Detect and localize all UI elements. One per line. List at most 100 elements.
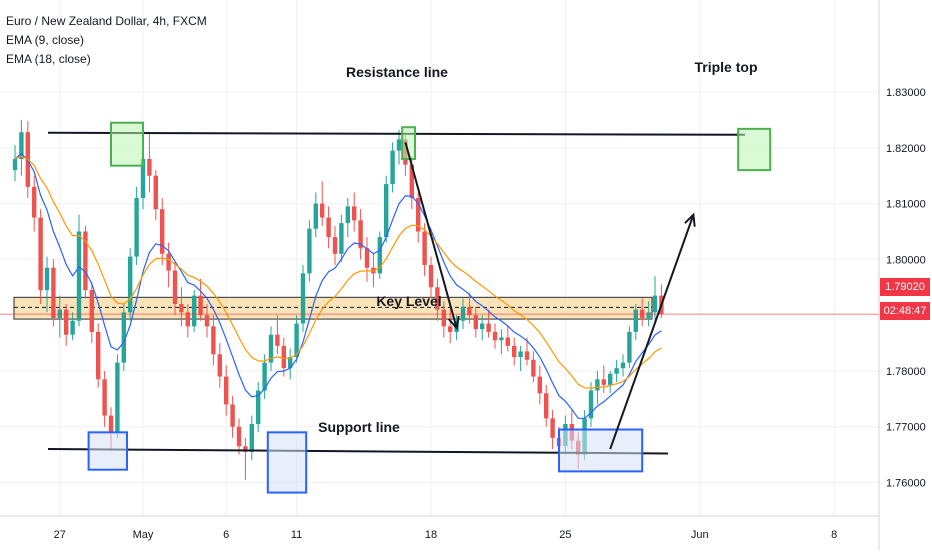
ema9-line xyxy=(14,152,662,419)
x-tick-label: 25 xyxy=(559,529,571,541)
candle-body xyxy=(153,175,158,210)
candle-body xyxy=(160,209,165,254)
candle-body xyxy=(102,379,107,416)
candle-body xyxy=(633,309,638,332)
candle-body xyxy=(486,323,491,332)
countdown-badge: 02:48:47 xyxy=(880,302,930,320)
candle-body xyxy=(268,334,274,363)
candle-body xyxy=(345,206,350,224)
candle-body xyxy=(505,337,510,346)
candle-body xyxy=(601,379,606,385)
candle-body xyxy=(448,326,453,332)
candle-body xyxy=(441,309,446,327)
last-price-badge: 1.79020 xyxy=(880,278,930,296)
candle-body xyxy=(128,256,133,313)
trend-arrow xyxy=(609,214,695,450)
candle-body xyxy=(134,198,139,257)
key-level-zone xyxy=(13,296,653,320)
candle-body xyxy=(595,379,600,391)
y-tick-label: 1.80000 xyxy=(886,254,926,266)
candle-body xyxy=(627,331,632,363)
x-tick-label: 8 xyxy=(831,529,837,541)
candle-body xyxy=(614,368,619,374)
candle-body xyxy=(524,351,530,360)
candle-body xyxy=(147,158,152,176)
candle-body xyxy=(332,237,338,254)
candle-body xyxy=(64,309,69,335)
candle-body xyxy=(44,267,50,291)
candle-body xyxy=(243,446,248,452)
support-box xyxy=(558,428,644,473)
candle-body xyxy=(288,357,293,369)
candle-body xyxy=(294,323,299,358)
trend-arrow xyxy=(404,141,458,329)
x-tick-label: 11 xyxy=(291,529,302,541)
key-level-label: Key Level xyxy=(376,293,441,309)
candle-body xyxy=(307,228,312,274)
candle-body xyxy=(262,362,267,391)
candle-body xyxy=(76,231,82,321)
candle-body xyxy=(224,376,229,405)
candle-body xyxy=(204,315,210,327)
candle-body xyxy=(51,267,56,318)
candle-body xyxy=(480,323,485,330)
candle-body xyxy=(166,253,171,271)
x-tick-label: May xyxy=(133,529,154,541)
resistance-box xyxy=(737,127,772,172)
y-tick-label: 1.83000 xyxy=(886,87,926,99)
symbol-title[interactable]: Euro / New Zealand Dollar, 4h, FXCM xyxy=(6,14,207,28)
y-tick-label: 1.78000 xyxy=(886,366,926,378)
candle-body xyxy=(646,312,651,318)
candle-body xyxy=(32,186,37,218)
candle-body xyxy=(467,306,472,316)
candle-body xyxy=(236,426,242,447)
candle-body xyxy=(384,184,389,238)
ema9-legend[interactable]: EMA (9, close) xyxy=(6,33,85,47)
candle-body xyxy=(326,217,331,238)
candle-body xyxy=(518,351,523,358)
candle-body xyxy=(108,415,114,433)
candle-body xyxy=(396,139,402,151)
candle-body xyxy=(531,359,536,377)
x-tick-label: Jun xyxy=(691,529,709,541)
candle-body xyxy=(416,198,421,232)
candle-body xyxy=(89,290,94,332)
candle-body xyxy=(70,320,75,335)
candle-body xyxy=(364,248,370,268)
candle-body xyxy=(409,164,414,199)
candle-body xyxy=(377,237,382,274)
resistance-box xyxy=(401,126,417,160)
ema18-legend[interactable]: EMA (18, close) xyxy=(6,52,91,66)
candle-body xyxy=(256,390,261,424)
y-tick-label: 1.82000 xyxy=(886,143,926,155)
candle-body xyxy=(192,295,197,327)
resistance-label: Resistance line xyxy=(346,64,448,80)
candle-body xyxy=(550,418,555,438)
resistance-line xyxy=(47,131,746,136)
candle-body xyxy=(313,203,318,229)
arrow-head xyxy=(447,316,460,331)
chart-legend: Euro / New Zealand Dollar, 4h, FXCM EMA … xyxy=(6,12,207,69)
x-tick-label: 18 xyxy=(425,529,437,541)
candle-body xyxy=(473,315,478,330)
candle-body xyxy=(172,270,178,305)
candle-body xyxy=(652,295,658,313)
candle-body xyxy=(115,362,120,433)
resistance-box xyxy=(110,121,144,167)
candle-body xyxy=(140,158,146,199)
candle-body xyxy=(281,345,286,369)
triple-top-label: Triple top xyxy=(695,59,758,75)
candle-body xyxy=(339,223,344,254)
candle-body xyxy=(211,326,216,355)
candle-body xyxy=(499,337,504,341)
candle-body xyxy=(275,334,280,346)
candle-body xyxy=(544,393,549,419)
candle-body xyxy=(428,264,434,288)
candle-body xyxy=(588,390,594,419)
y-tick-label: 1.76000 xyxy=(886,478,926,490)
candle-body xyxy=(198,295,203,316)
x-tick-label: 27 xyxy=(54,529,66,541)
